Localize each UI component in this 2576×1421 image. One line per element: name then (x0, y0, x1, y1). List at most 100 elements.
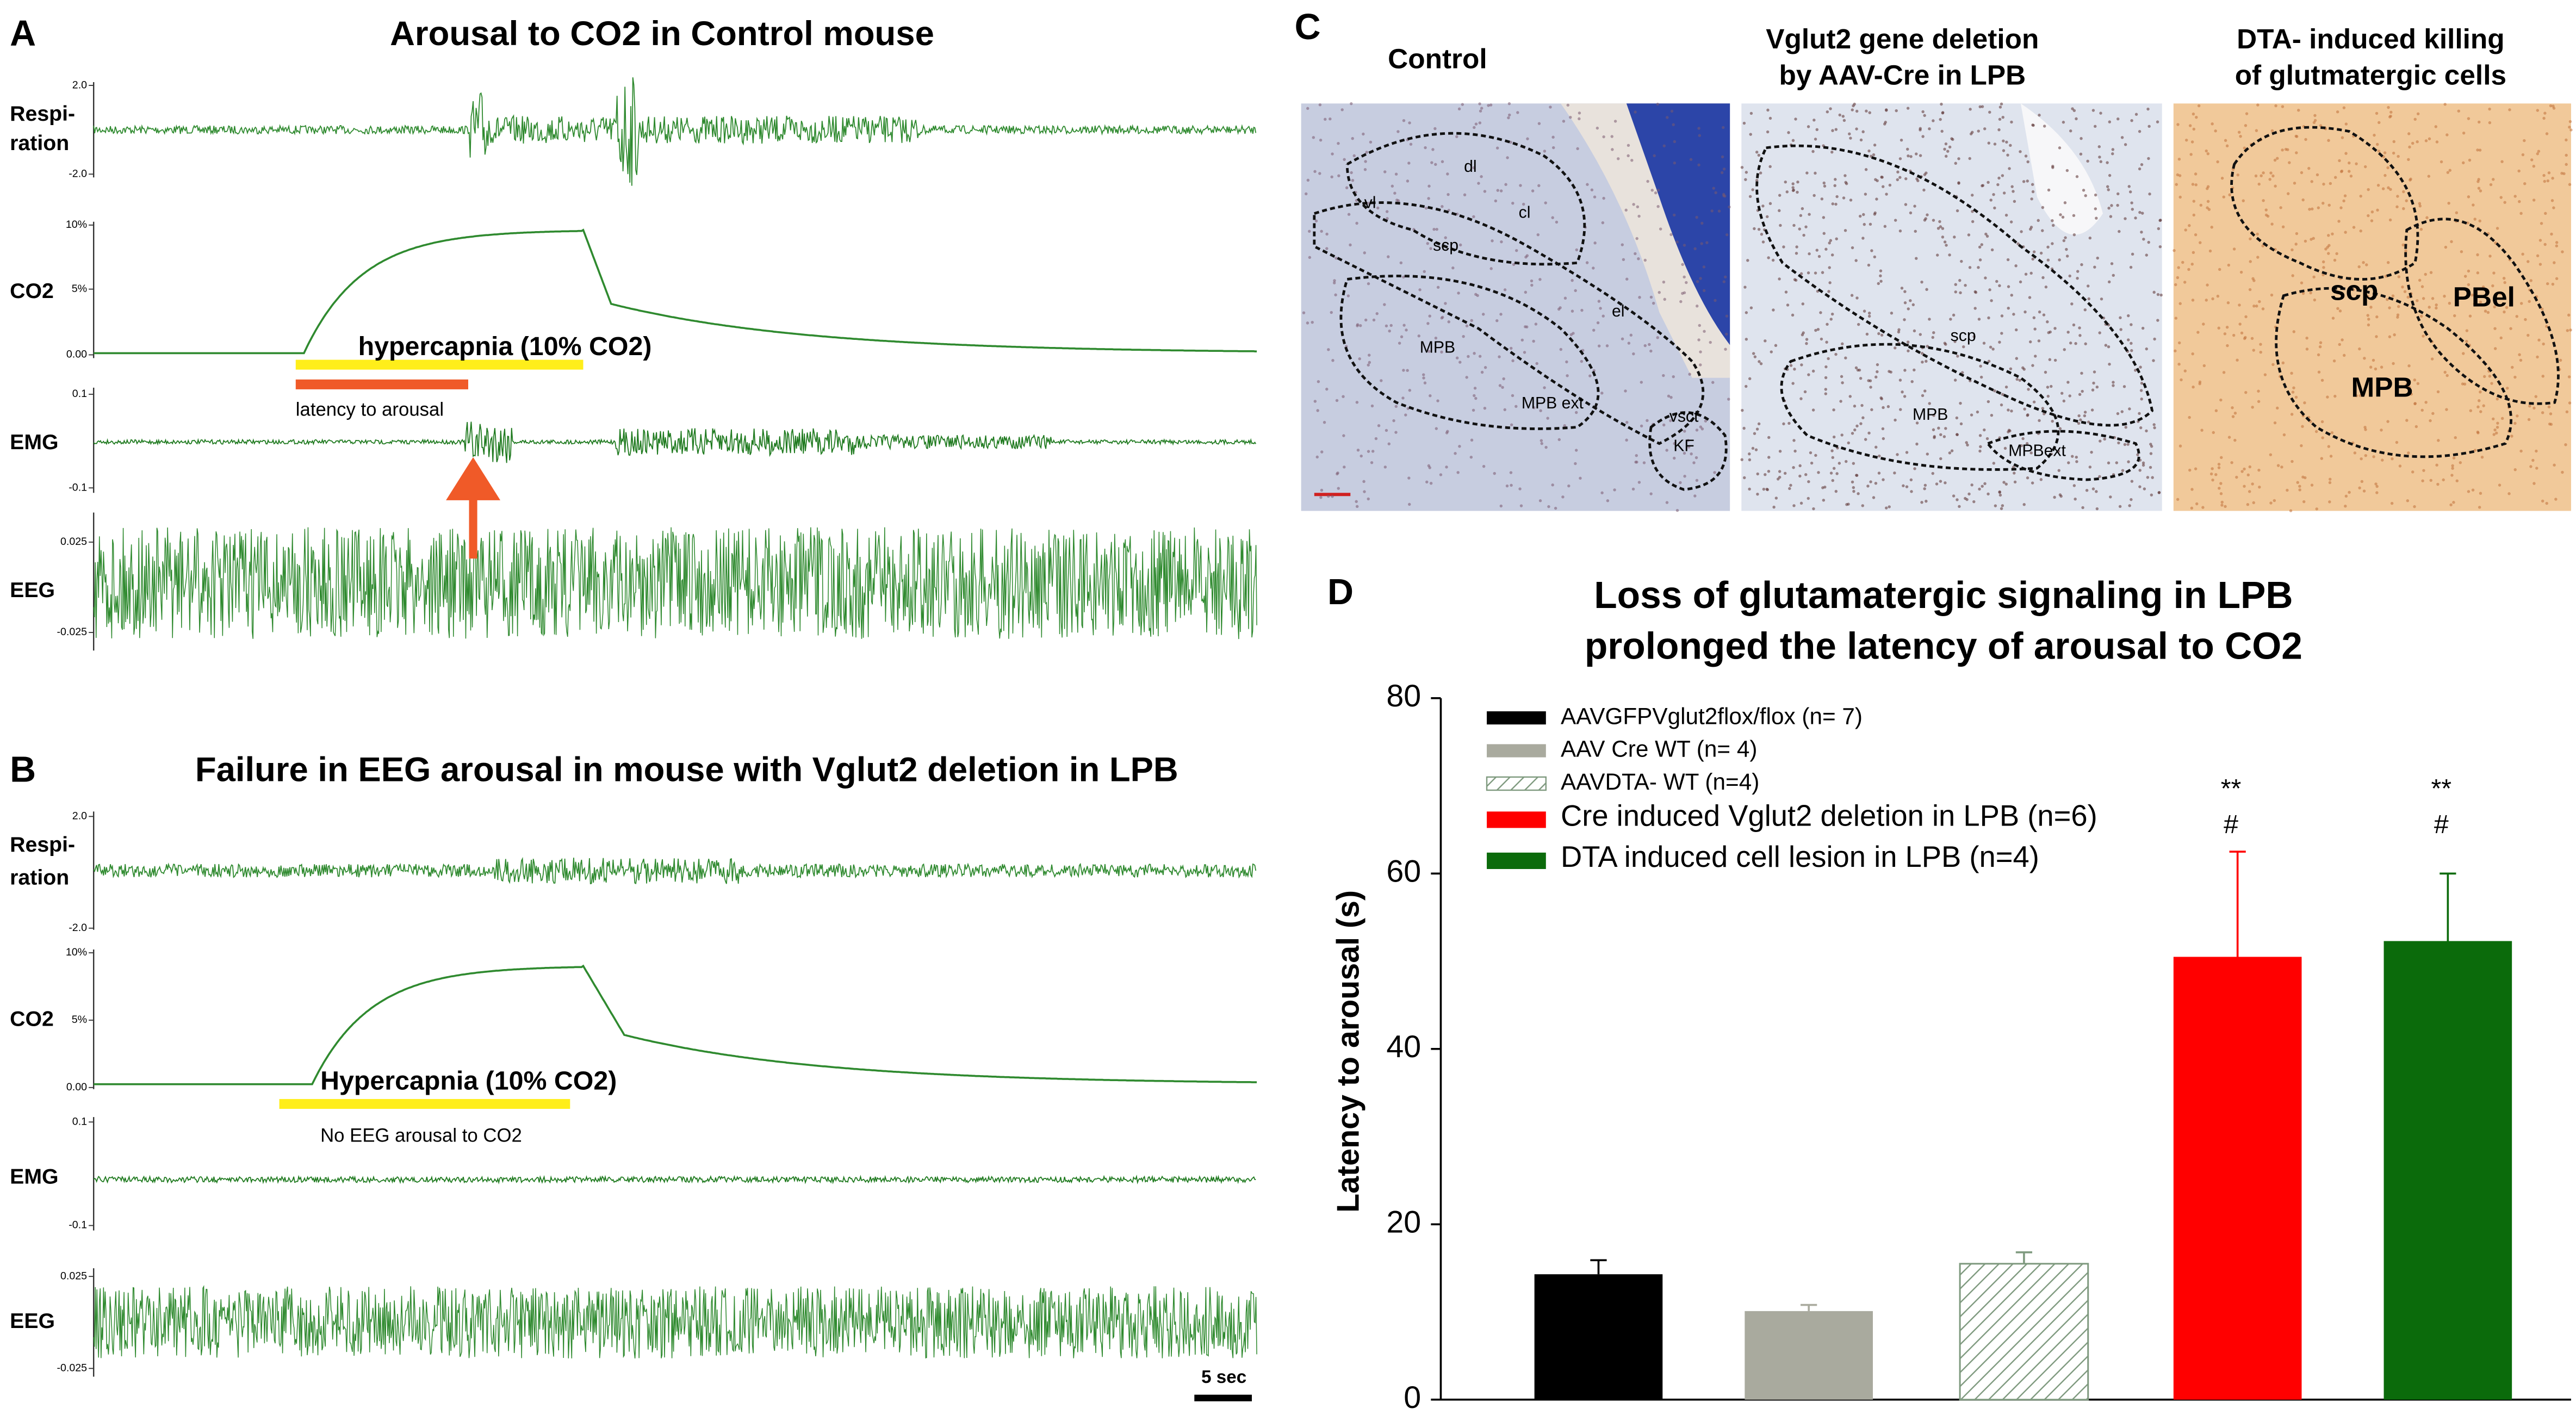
cell (1936, 253, 1939, 257)
cell (2214, 473, 2218, 476)
cell (1476, 294, 1479, 297)
cell (2091, 487, 2095, 491)
cell (2435, 463, 2438, 467)
cell (2344, 494, 2348, 498)
cell (1828, 266, 1831, 269)
cell (2301, 198, 2305, 202)
cell (2220, 504, 2224, 507)
content: A Arousal to CO2 in Control mouseRespi-ra… (10, 7, 2573, 1415)
cell (2555, 241, 2559, 244)
cell (2431, 297, 2435, 300)
cell (2128, 190, 2132, 194)
cell (1896, 178, 1900, 182)
cell (1478, 355, 1482, 358)
cell (2145, 347, 2149, 351)
cell (1965, 498, 1969, 501)
region-outline (2404, 218, 2560, 405)
cell (2372, 455, 2375, 458)
cell (1907, 349, 1910, 352)
cell (2367, 318, 2370, 321)
cell (2479, 300, 2482, 304)
cell (1838, 462, 1841, 465)
cell (1948, 253, 1951, 257)
cell (1900, 287, 1904, 290)
cell (1319, 138, 1323, 142)
cell (2001, 174, 2004, 177)
cell (2341, 338, 2344, 342)
cell (1749, 111, 1753, 115)
cell (2046, 258, 2050, 262)
cell (2180, 378, 2183, 382)
cell (2037, 339, 2041, 343)
cell (1687, 445, 1691, 449)
cell (2293, 182, 2296, 185)
cell (2020, 444, 2023, 448)
cell (1571, 309, 1574, 313)
cell (2124, 217, 2127, 220)
cell (2261, 307, 2265, 311)
cell (1523, 351, 1526, 354)
cell (2383, 173, 2387, 177)
cell (2140, 398, 2143, 401)
cell (2554, 498, 2558, 501)
cell (2257, 182, 2261, 186)
cell (2503, 201, 2506, 204)
cell (1683, 475, 1686, 478)
cell (1803, 390, 1807, 394)
cell (2527, 260, 2530, 263)
cell (1748, 195, 1752, 198)
cell (1973, 307, 1977, 310)
cell (2010, 409, 2013, 413)
channel-tick-label: -0.025 (57, 626, 87, 638)
cell (2492, 178, 2495, 181)
cell (2177, 362, 2181, 366)
cell (1635, 237, 1638, 240)
cell (2077, 414, 2081, 418)
cell (2001, 393, 2004, 396)
cell (1875, 197, 1878, 201)
cell (1740, 458, 1743, 461)
cell (2569, 328, 2572, 332)
cell (2502, 277, 2506, 280)
cell (1713, 471, 1716, 474)
emg-trace (93, 421, 1257, 463)
cell (2463, 382, 2467, 386)
cell (2094, 193, 2097, 197)
cell (2493, 347, 2497, 350)
cell (2413, 378, 2417, 382)
y-tick-label: 60 (1386, 854, 1421, 889)
cell (1851, 480, 1854, 484)
cell (2493, 327, 2497, 330)
cell (2142, 238, 2145, 241)
cell (1962, 345, 1965, 349)
cell (1673, 161, 1677, 165)
cell (2188, 224, 2191, 227)
cell (1434, 336, 1438, 340)
cell (2339, 206, 2343, 209)
cell (2367, 188, 2370, 191)
cell (1991, 348, 1995, 351)
cell (1873, 211, 1877, 215)
cell (2496, 425, 2499, 429)
cell (1746, 259, 1749, 262)
cell (1506, 156, 1509, 159)
cell (2411, 470, 2414, 474)
cell (2237, 131, 2241, 134)
cell (2363, 425, 2367, 429)
cell (2499, 336, 2503, 340)
cell (1491, 239, 1494, 243)
cell (1702, 265, 1706, 269)
cell (1430, 161, 1433, 164)
cell (1741, 408, 1744, 412)
cell (1355, 500, 1358, 503)
cell (1795, 245, 1798, 249)
cell (1814, 138, 1817, 141)
cell (2324, 247, 2327, 251)
cell (1656, 204, 1660, 208)
cell (1993, 142, 1997, 146)
cell (1663, 297, 1666, 301)
cell (1510, 423, 1513, 426)
cell (1673, 456, 1676, 460)
cell (1700, 242, 1703, 245)
cell (1939, 117, 1942, 121)
